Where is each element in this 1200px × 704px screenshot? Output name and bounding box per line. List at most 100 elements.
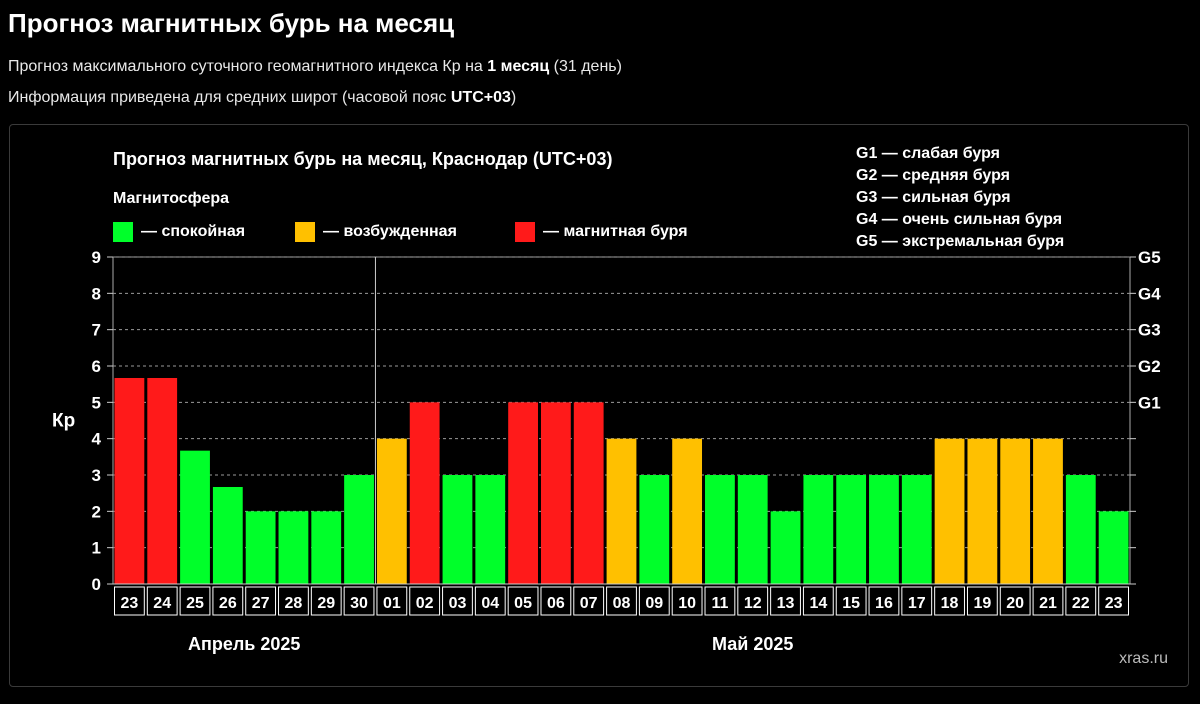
date-box bbox=[999, 586, 1031, 616]
x-tick-label: 18 bbox=[941, 595, 959, 612]
g-legend-g4: G4 — очень сильная буря bbox=[856, 211, 1063, 228]
y-tick-label: 4 bbox=[92, 430, 102, 449]
date-box bbox=[212, 586, 244, 616]
kp-bar bbox=[344, 475, 374, 584]
g-legend-g1: G1 — слабая буря bbox=[856, 145, 1001, 162]
legend-heading: Магнитосфера bbox=[113, 190, 230, 207]
x-tick-label: 27 bbox=[252, 595, 270, 612]
x-tick-label: 01 bbox=[383, 595, 401, 612]
latitude-info: Информация приведена для средних широт (… bbox=[8, 89, 516, 107]
kp-bar bbox=[540, 402, 571, 584]
kp-bar bbox=[180, 450, 210, 584]
kp-bar bbox=[672, 438, 703, 584]
x-tick-label: 06 bbox=[547, 595, 565, 612]
date-box bbox=[179, 586, 211, 616]
kp-bar bbox=[639, 475, 670, 584]
date-box bbox=[704, 586, 736, 616]
x-tick-label: 07 bbox=[580, 595, 598, 612]
date-box bbox=[474, 586, 506, 616]
date-box bbox=[343, 586, 375, 616]
x-tick-label: 17 bbox=[908, 595, 926, 612]
x-tick-label: 11 bbox=[711, 595, 728, 612]
date-box bbox=[638, 586, 670, 616]
page-title: Прогноз магнитных бурь на месяц bbox=[8, 8, 455, 38]
y-tick-label: 0 bbox=[92, 575, 101, 594]
kp-bar bbox=[442, 475, 473, 584]
x-tick-label: 14 bbox=[809, 595, 827, 612]
x-tick-label: 26 bbox=[219, 595, 237, 612]
x-tick-label: 03 bbox=[449, 595, 467, 612]
x-tick-label: 19 bbox=[973, 595, 991, 612]
kp-bar bbox=[1000, 438, 1031, 584]
kp-bar bbox=[245, 511, 276, 584]
latitude-info-prefix: Информация приведена для средних широт (… bbox=[8, 89, 451, 106]
date-box bbox=[573, 586, 605, 616]
kp-bar bbox=[606, 438, 637, 584]
kp-bar bbox=[212, 486, 243, 584]
legend-label-quiet: — спокойная bbox=[141, 223, 246, 240]
x-tick-label: 30 bbox=[350, 595, 368, 612]
date-box bbox=[966, 586, 998, 616]
y-tick-label: 3 bbox=[92, 466, 101, 485]
legend-swatch-active bbox=[295, 222, 315, 242]
month-label: Май 2025 bbox=[712, 634, 793, 654]
legend-label-active: — возбужденная bbox=[323, 223, 457, 240]
date-box bbox=[1065, 586, 1097, 616]
x-tick-label: 22 bbox=[1072, 595, 1090, 612]
x-tick-label: 29 bbox=[317, 595, 335, 612]
date-box bbox=[376, 586, 408, 616]
kp-bar bbox=[901, 475, 932, 584]
g-legend-g2: G2 — средняя буря bbox=[856, 167, 1010, 184]
date-box bbox=[540, 586, 572, 616]
month-label: Апрель 2025 bbox=[188, 634, 300, 654]
legend-item-storm: — магнитная буря bbox=[515, 222, 688, 242]
x-tick-label: 24 bbox=[153, 595, 171, 612]
g-legend-g5: G5 — экстремальная буря bbox=[856, 233, 1065, 250]
y-axis-label: Кр bbox=[52, 411, 75, 432]
chart-title: Прогноз магнитных бурь на месяц, Краснод… bbox=[113, 149, 613, 169]
g-legend-g3: G3 — сильная буря bbox=[856, 189, 1011, 206]
x-tick-label: 16 bbox=[875, 595, 893, 612]
kp-bar bbox=[311, 511, 342, 584]
kp-bar bbox=[1065, 475, 1096, 584]
date-box bbox=[114, 586, 145, 616]
latitude-info-suffix: ) bbox=[510, 89, 517, 106]
x-tick-label: 23 bbox=[1105, 595, 1123, 612]
kp-bar bbox=[737, 475, 768, 584]
date-box bbox=[507, 586, 539, 616]
g-scale-label: G2 bbox=[1138, 357, 1161, 376]
date-box bbox=[901, 586, 933, 616]
forecast-period: 1 месяц bbox=[487, 58, 550, 75]
x-tick-label: 20 bbox=[1006, 595, 1024, 612]
legend-swatch-storm bbox=[515, 222, 535, 242]
date-box bbox=[671, 586, 703, 616]
chart-panel: 0 1 2 3 4 5 6 7 8 9 G1 G2 G3 G4 G5 Кр 23 24 25 26 27 28 29 30 01… bbox=[9, 124, 1189, 687]
legend-item-quiet: — спокойная bbox=[113, 222, 245, 242]
g-scale-legend: G1 — слабая буря G2 — средняя буря G3 — … bbox=[856, 143, 1064, 253]
x-tick-label: 23 bbox=[121, 595, 139, 612]
site-watermark: xras.ru bbox=[1119, 650, 1168, 667]
kp-bar bbox=[803, 475, 834, 584]
kp-bar bbox=[934, 438, 965, 584]
x-tick-label: 10 bbox=[678, 595, 696, 612]
g-scale-label: G5 bbox=[1138, 248, 1161, 267]
y-tick-label: 6 bbox=[92, 357, 101, 376]
y-tick-label: 9 bbox=[92, 248, 101, 267]
date-box bbox=[442, 586, 473, 616]
date-box bbox=[934, 586, 965, 616]
y-tick-label: 5 bbox=[92, 393, 101, 412]
legend-label-storm: — магнитная буря bbox=[543, 223, 688, 240]
date-box bbox=[770, 586, 801, 616]
date-box bbox=[146, 586, 178, 616]
kp-bar bbox=[475, 475, 506, 584]
x-tick-label: 15 bbox=[842, 595, 860, 612]
x-tick-label: 04 bbox=[481, 595, 499, 612]
y-tick-label: 7 bbox=[92, 321, 101, 340]
kp-bar bbox=[114, 377, 145, 584]
forecast-description: Прогноз максимального суточного геомагни… bbox=[8, 58, 622, 76]
kp-bar bbox=[278, 511, 309, 584]
kp-bar bbox=[573, 402, 604, 584]
timezone: UTC+03 bbox=[450, 89, 511, 106]
date-box bbox=[1032, 586, 1064, 616]
